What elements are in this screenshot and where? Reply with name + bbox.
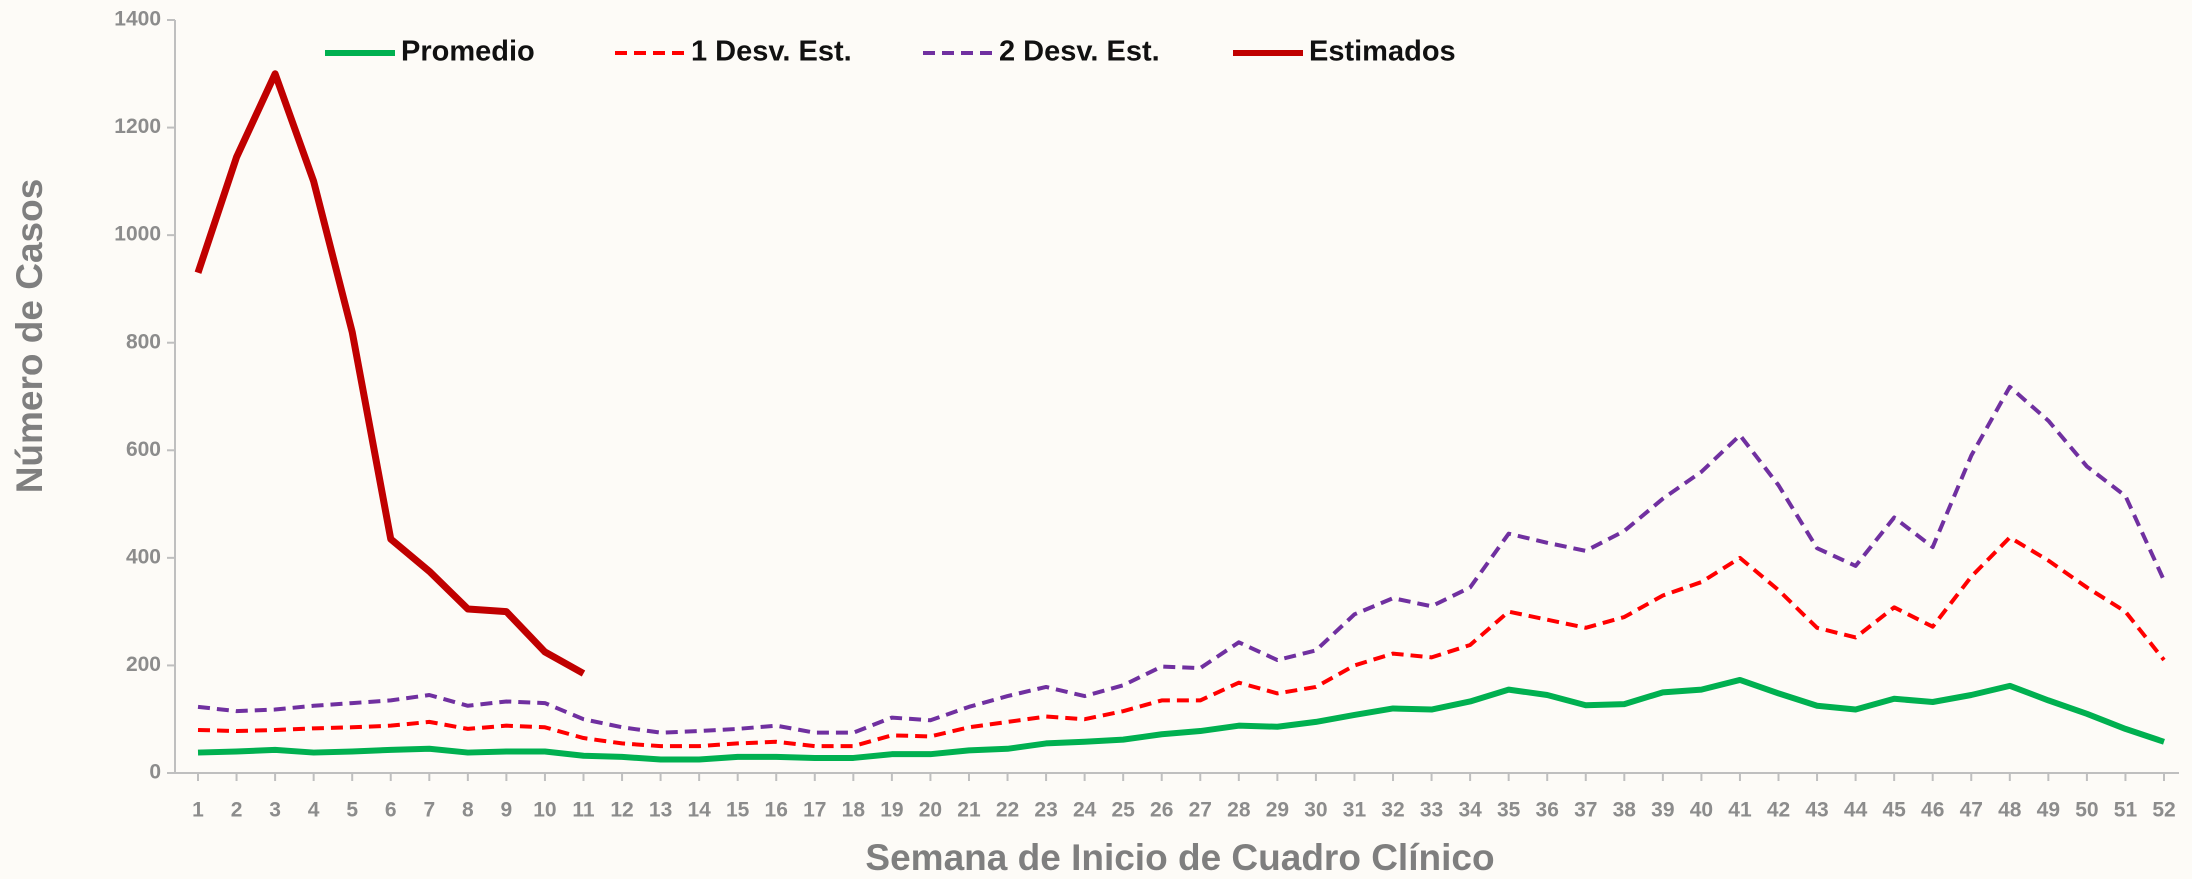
x-tick-label: 30: [1304, 799, 1327, 822]
x-tick-label: 2: [231, 799, 243, 822]
x-tick-label: 46: [1921, 799, 1944, 822]
y-axis-title: Número de Casos: [9, 179, 50, 494]
x-tick-label: 48: [1998, 799, 2022, 822]
y-tick-label: 1400: [114, 8, 161, 31]
y-tick-label: 400: [126, 545, 161, 568]
y-tick-label: 800: [126, 330, 161, 353]
y-tick-label: 600: [126, 438, 161, 461]
x-tick-label: 18: [842, 799, 866, 822]
x-tick-label: 52: [2152, 799, 2175, 822]
x-tick-label: 45: [1882, 799, 1906, 822]
x-tick-label: 3: [269, 799, 281, 822]
x-tick-label: 8: [462, 799, 474, 822]
x-tick-label: 27: [1189, 799, 1212, 822]
y-tick-label: 1200: [114, 115, 161, 138]
x-tick-label: 31: [1343, 799, 1367, 822]
x-tick-label: 49: [2037, 799, 2060, 822]
x-axis-title: Semana de Inicio de Cuadro Clínico: [865, 837, 1494, 878]
legend-label: Promedio: [401, 36, 535, 68]
y-tick-label: 0: [149, 761, 161, 784]
x-tick-label: 41: [1728, 799, 1752, 822]
legend-label: 1 Desv. Est.: [691, 36, 852, 68]
x-tick-label: 36: [1536, 799, 1559, 822]
series-line: [194, 70, 586, 677]
x-tick-label: 28: [1227, 799, 1251, 822]
x-tick-label: 6: [385, 799, 397, 822]
x-tick-label: 51: [2114, 799, 2138, 822]
x-tick-label: 14: [687, 799, 711, 822]
y-tick-label: 1000: [114, 223, 161, 246]
x-tick-label: 4: [308, 799, 320, 822]
series-line: [197, 535, 2166, 749]
x-tick-label: 32: [1381, 799, 1404, 822]
x-tick-label: 42: [1767, 799, 1790, 822]
x-tick-label: 7: [423, 799, 435, 822]
x-tick-label: 1: [192, 799, 204, 822]
x-tick-label: 9: [501, 799, 513, 822]
x-tick-label: 40: [1690, 799, 1713, 822]
x-tick-label: 21: [957, 799, 981, 822]
x-tick-label: 16: [765, 799, 788, 822]
x-tick-label: 47: [1960, 799, 1983, 822]
x-tick-label: 13: [649, 799, 672, 822]
x-tick-label: 33: [1420, 799, 1443, 822]
x-tick-label: 29: [1266, 799, 1289, 822]
legend-label: Estimados: [1309, 36, 1456, 68]
series-line: [197, 384, 2166, 735]
x-tick-label: 23: [1034, 799, 1057, 822]
y-tick-label: 200: [126, 653, 161, 676]
x-tick-label: 50: [2075, 799, 2098, 822]
x-tick-label: 35: [1497, 799, 1521, 822]
x-tick-label: 19: [880, 799, 903, 822]
series-line: [197, 676, 2165, 763]
x-tick-label: 10: [533, 799, 556, 822]
x-tick-label: 22: [996, 799, 1019, 822]
x-tick-label: 26: [1150, 799, 1173, 822]
x-tick-label: 12: [610, 799, 633, 822]
x-tick-label: 25: [1111, 799, 1135, 822]
x-tick-label: 39: [1651, 799, 1674, 822]
x-tick-label: 34: [1458, 799, 1482, 822]
x-tick-label: 5: [346, 799, 358, 822]
x-tick-label: 44: [1844, 799, 1868, 822]
x-tick-label: 24: [1073, 799, 1097, 822]
x-tick-label: 15: [726, 799, 750, 822]
x-tick-label: 17: [803, 799, 826, 822]
x-tick-label: 11: [572, 799, 595, 822]
legend-label: 2 Desv. Est.: [999, 36, 1160, 68]
x-tick-label: 38: [1613, 799, 1637, 822]
x-tick-label: 43: [1805, 799, 1828, 822]
x-tick-label: 20: [919, 799, 942, 822]
x-tick-label: 37: [1574, 799, 1597, 822]
